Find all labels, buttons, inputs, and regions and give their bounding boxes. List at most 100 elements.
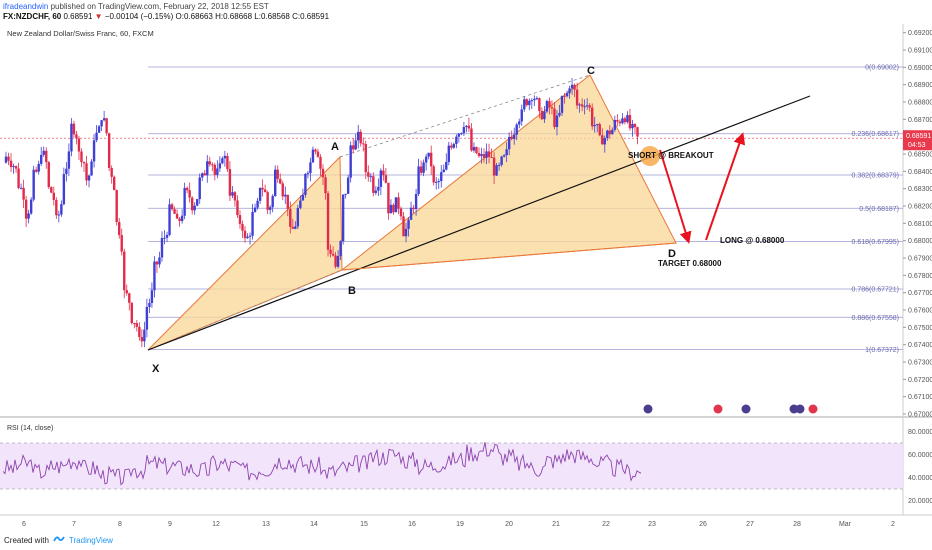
price-axis[interactable]: 0.69200 0.69100 0.69000 0.68900 0.68800 0.687…	[903, 30, 932, 419]
price-tick-label: 0.67300	[908, 360, 932, 367]
point-d-label: D	[668, 248, 676, 260]
event-marker-icon[interactable]	[741, 404, 751, 414]
candle-body	[228, 169, 232, 196]
event-markers[interactable]	[643, 404, 818, 414]
candle-body	[613, 120, 617, 130]
arrow-down-to-target[interactable]	[659, 149, 692, 244]
price-tick-label: 0.68000	[908, 238, 932, 245]
candle-body	[155, 261, 159, 265]
candle-body	[374, 190, 378, 193]
candle-body	[357, 131, 360, 141]
candle-body	[123, 251, 126, 291]
candle-body	[258, 187, 262, 201]
candle-body	[437, 181, 440, 183]
candle-body	[34, 169, 38, 172]
candle-body	[311, 149, 315, 163]
candle-body	[148, 302, 151, 307]
event-marker-icon[interactable]	[643, 404, 653, 414]
candle-body	[95, 132, 98, 141]
candle-body	[193, 205, 196, 211]
candle-body	[616, 120, 619, 122]
candle-body	[82, 162, 86, 164]
pattern-labels: X A B C D SHORT @ BREAKOUT LONG @ 0.6800…	[152, 65, 785, 375]
candle-body	[42, 150, 45, 155]
candle-body	[603, 138, 606, 145]
time-axis[interactable]: 6 7 8 9 12 13 14 15 16 19 20 21 22 23 26 27 28 Mar 2	[22, 521, 895, 528]
candle-body	[623, 118, 627, 123]
candle-body	[502, 155, 506, 157]
candle-body	[263, 189, 267, 193]
candle-body	[65, 168, 68, 175]
trendline-xb[interactable]	[147, 95, 811, 351]
low-value: L:0.68568	[254, 12, 290, 21]
event-marker-icon[interactable]	[808, 404, 818, 414]
candle-body	[417, 166, 420, 195]
rsi-line	[2, 442, 642, 486]
breakout-marker[interactable]	[640, 146, 660, 166]
time-tick-label: 13	[262, 521, 270, 528]
time-tick-label: 8	[118, 521, 122, 528]
candle-body	[440, 172, 443, 182]
candle-body	[316, 151, 320, 157]
price-tick-label: 0.67900	[908, 256, 932, 263]
arrow-up-long[interactable]	[705, 132, 746, 241]
candle-body	[284, 194, 287, 197]
fib-level-label: 0(0.69002)	[865, 64, 899, 71]
time-tick-label: 12	[212, 521, 220, 528]
candle-body	[231, 192, 234, 196]
point-c-label: C	[587, 65, 595, 77]
candle-body	[432, 166, 435, 183]
candle-body	[133, 323, 136, 325]
candle-body	[153, 261, 156, 291]
change-down-arrow-icon: ▼	[94, 12, 103, 21]
candle-body	[336, 256, 340, 267]
time-tick-label: 22	[602, 521, 610, 528]
publisher-name[interactable]: ifradeandwin	[3, 2, 49, 11]
candle-body	[626, 115, 629, 123]
candle-body	[128, 293, 131, 303]
price-tick-label: 0.68800	[908, 100, 932, 107]
tradingview-logo-icon	[53, 535, 65, 545]
candle-body	[248, 235, 252, 237]
price-tick-label: 0.68300	[908, 186, 932, 193]
candle-body	[55, 199, 58, 216]
candle-body	[570, 84, 574, 89]
candle-body	[175, 213, 179, 219]
candle-body	[414, 194, 418, 210]
candle-body	[100, 120, 103, 127]
time-tick-label: 28	[793, 521, 801, 528]
candle-body	[279, 178, 282, 184]
candle-body	[211, 164, 214, 166]
candle-body	[351, 145, 355, 150]
candle-body	[253, 207, 257, 213]
candle-body	[75, 134, 78, 139]
candle-body	[27, 213, 30, 219]
fib-level-label: 0.886(0.67558)	[852, 315, 899, 322]
time-tick-label: 27	[746, 521, 754, 528]
rsi-panel[interactable]: RSI (14, close) 80.0000 60.0000 40.0000 20.…	[0, 425, 932, 505]
candle-body	[528, 100, 531, 106]
candle-body	[429, 152, 433, 167]
trendlines[interactable]	[147, 95, 811, 351]
tradingview-brand[interactable]: TradingView	[68, 535, 113, 545]
candle-body	[585, 105, 589, 107]
published-text: published on TradingView.com, February 2…	[50, 2, 269, 11]
candle-body	[118, 222, 121, 236]
candle-body	[387, 182, 390, 214]
event-marker-icon[interactable]	[795, 404, 805, 414]
time-tick-label: 14	[310, 521, 318, 528]
candle-body	[372, 176, 375, 193]
time-tick-label: 7	[72, 521, 76, 528]
candle-body	[47, 162, 50, 188]
candle-body	[102, 118, 106, 121]
projection-arrows[interactable]	[640, 132, 746, 244]
candle-body	[294, 226, 297, 229]
candle-body	[419, 166, 423, 173]
candle-body	[580, 104, 584, 107]
candle-body	[291, 226, 295, 229]
event-marker-icon[interactable]	[713, 404, 723, 414]
time-tick-label: 19	[456, 521, 464, 528]
candle-body	[198, 177, 201, 200]
candle-body	[575, 89, 579, 106]
